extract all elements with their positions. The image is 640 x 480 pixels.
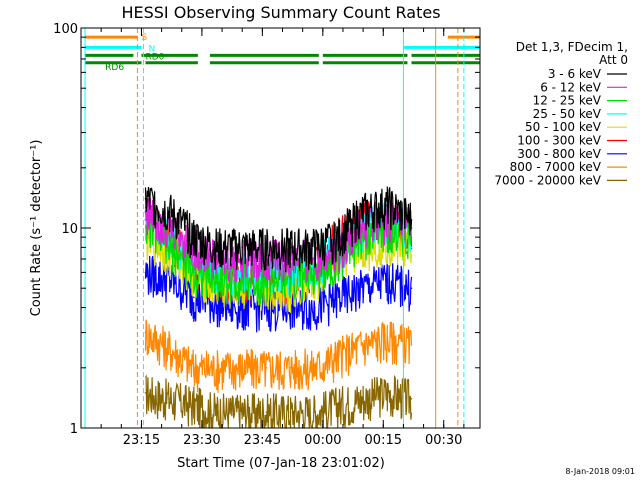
data-point [289, 366, 292, 369]
data-point [265, 366, 268, 369]
series-7000to20000keV [144, 374, 413, 429]
x-tick-label: 00:00 [304, 433, 341, 448]
data-point [410, 218, 413, 221]
data-point [241, 411, 244, 413]
data-point [168, 279, 171, 281]
data-point [168, 211, 171, 213]
data-point [217, 366, 219, 369]
legend-label: 800 - 7000 keV [510, 160, 602, 174]
series-line [144, 319, 413, 393]
data-point [265, 306, 268, 309]
y-tick-label: 100 [53, 22, 78, 37]
data-point [386, 391, 389, 394]
data-point [313, 271, 316, 274]
data-point [193, 366, 195, 369]
series-layer [144, 186, 413, 429]
data-point [410, 344, 413, 346]
data-point [289, 411, 292, 413]
flag-label-rd0: RD0 [145, 52, 164, 62]
data-point [193, 236, 195, 238]
data-point [313, 411, 316, 413]
legend-label: 7000 - 20000 keV [494, 173, 601, 187]
data-point [338, 236, 340, 238]
legend-title-line2: Att 0 [599, 53, 628, 67]
series-line [144, 186, 413, 273]
data-point [338, 296, 340, 299]
data-point [168, 347, 171, 350]
series-line [145, 374, 413, 429]
legend-label: 50 - 100 keV [525, 120, 602, 134]
data-point [193, 296, 195, 299]
data-point [144, 391, 147, 394]
legend-label: 300 - 800 keV [517, 147, 601, 161]
flag-label-s: S [141, 33, 147, 43]
data-point [265, 246, 268, 249]
legend-label: 12 - 25 keV [533, 94, 602, 108]
data-point [241, 246, 244, 249]
data-point [217, 279, 219, 281]
data-point [362, 236, 364, 238]
data-point [410, 246, 413, 249]
x-tick-label: 23:15 [123, 433, 160, 448]
legend-label: 6 - 12 keV [540, 80, 602, 94]
data-point [410, 397, 413, 400]
data-point [362, 397, 364, 400]
series-800to7000keV [144, 319, 413, 393]
data-point [217, 246, 219, 249]
data-point [362, 211, 364, 213]
x-tick-label: 00:30 [425, 433, 462, 448]
data-point [144, 271, 147, 274]
data-point [362, 227, 364, 229]
data-point [386, 279, 389, 281]
data-point [168, 397, 171, 400]
data-point [289, 246, 292, 249]
flag-label-rd6: RD6 [105, 63, 124, 73]
y-axis-label: Count Rate (s⁻¹ detector⁻¹) [29, 140, 44, 317]
series-3to6keV [144, 186, 413, 273]
flag-label-n: N [148, 44, 155, 54]
y-tick-label: 1 [70, 422, 78, 437]
data-point [362, 344, 364, 346]
data-point [241, 279, 244, 281]
vertical-markers [84, 28, 465, 428]
x-tick-label: 23:45 [244, 433, 281, 448]
data-point [386, 204, 389, 207]
x-tick-label: 00:15 [365, 433, 402, 448]
data-point [313, 246, 316, 249]
data-point [144, 197, 147, 200]
data-point [313, 366, 316, 369]
data-point [338, 354, 340, 357]
data-point [168, 246, 171, 249]
legend-label: 3 - 6 keV [548, 67, 602, 81]
data-point [217, 411, 219, 413]
data-point [193, 404, 195, 407]
data-point [338, 404, 340, 407]
data-point [410, 287, 413, 290]
legend-title-line1: Det 1,3, FDecim 1, [516, 40, 628, 54]
x-axis-label: Start Time (07-Jan-18 23:01:02) [177, 456, 385, 471]
y-tick-label: 10 [61, 222, 78, 237]
data-point [386, 337, 389, 340]
data-point [193, 271, 195, 274]
data-point [241, 306, 244, 309]
date-stamp: 8-Jan-2018 09:01 [565, 467, 635, 476]
data-point [265, 411, 268, 413]
legend-label: 25 - 50 keV [533, 107, 602, 121]
data-point [144, 331, 147, 334]
data-point [362, 287, 364, 290]
y-axis-ticks: 1 10 100 [53, 22, 480, 437]
data-point [313, 306, 316, 309]
data-point [289, 279, 292, 281]
x-tick-label: 23:30 [183, 433, 220, 448]
data-point [241, 366, 244, 369]
x-axis-ticks: 23:15 23:30 23:45 00:00 00:15 00:30 [100, 28, 465, 448]
chart-title: HESSI Observing Summary Count Rates [121, 3, 440, 22]
legend-label: 100 - 300 keV [517, 134, 601, 148]
